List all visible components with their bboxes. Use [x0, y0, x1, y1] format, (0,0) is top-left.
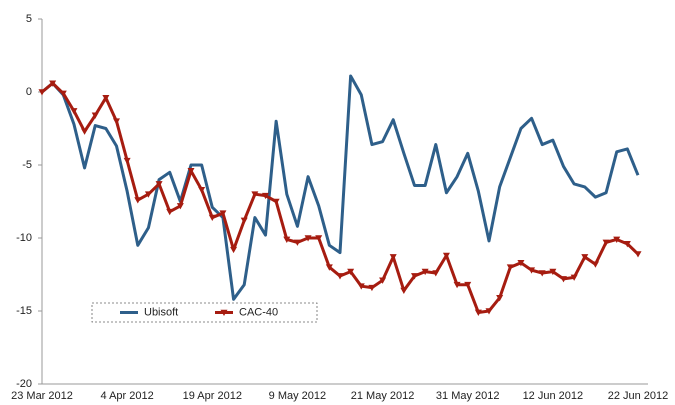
marker — [368, 284, 376, 292]
y-tick-label: -15 — [16, 305, 32, 317]
marker — [315, 235, 323, 242]
marker — [49, 80, 57, 87]
marker — [442, 252, 450, 260]
marker — [219, 210, 227, 217]
marker — [155, 181, 163, 188]
marker — [38, 89, 46, 96]
y-tick-label: 5 — [26, 13, 32, 25]
marker — [517, 260, 525, 267]
marker — [123, 157, 131, 165]
marker — [91, 112, 99, 119]
marker — [560, 276, 567, 283]
marker — [134, 197, 142, 204]
marker — [528, 267, 536, 274]
marker — [293, 239, 301, 246]
marker — [325, 264, 333, 271]
marker — [549, 268, 557, 276]
marker — [187, 168, 195, 175]
x-tick-label: 21 May 2012 — [351, 390, 415, 402]
marker — [464, 281, 472, 289]
marker — [570, 274, 578, 281]
marker — [421, 268, 429, 276]
y-tick-label: 0 — [26, 86, 32, 98]
marker — [102, 95, 110, 102]
marker — [336, 273, 344, 280]
marker — [208, 214, 216, 222]
y-tick-label: -10 — [16, 232, 32, 244]
marker — [59, 90, 67, 97]
marker — [623, 241, 631, 248]
marker — [581, 254, 589, 261]
x-tick-label: 12 Jun 2012 — [523, 390, 584, 402]
marker — [389, 254, 397, 261]
y-tick-label: -20 — [16, 378, 32, 390]
x-tick-label: 4 Apr 2012 — [101, 390, 154, 402]
marker — [411, 273, 418, 280]
marker — [432, 270, 440, 277]
marker — [230, 246, 238, 254]
marker — [496, 295, 504, 302]
marker — [262, 192, 269, 200]
marker — [485, 308, 493, 315]
marker — [506, 264, 514, 271]
marker — [304, 235, 312, 242]
marker — [634, 251, 642, 258]
marker — [357, 283, 365, 290]
marker — [272, 198, 280, 205]
marker — [70, 108, 78, 115]
marker — [198, 187, 206, 194]
series-line — [41, 74, 640, 301]
legend: Ubisoft CAC-40 — [91, 302, 318, 323]
marker — [591, 261, 599, 268]
x-tick-label: 19 Apr 2012 — [183, 390, 242, 402]
x-tick-label: 22 Jun 2012 — [608, 390, 669, 402]
legend-label: Ubisoft — [144, 306, 178, 318]
marker — [240, 217, 248, 224]
y-tick-label: -5 — [22, 159, 32, 171]
marker — [176, 203, 184, 210]
marker — [538, 270, 546, 277]
legend-box — [91, 302, 318, 323]
x-tick-label: 9 May 2012 — [269, 390, 326, 402]
marker — [602, 239, 610, 246]
legend-marker — [220, 309, 228, 316]
x-tick-label: 23 Mar 2012 — [11, 390, 73, 402]
marker — [283, 236, 291, 243]
marker — [400, 287, 408, 295]
marker — [251, 191, 259, 198]
marker — [613, 236, 621, 243]
legend-label: CAC-40 — [239, 306, 278, 318]
marker — [81, 128, 89, 135]
marker — [347, 268, 355, 276]
marker — [453, 281, 461, 289]
marker — [166, 208, 174, 216]
marker — [144, 191, 152, 198]
x-tick-label: 31 May 2012 — [436, 390, 500, 402]
marker — [113, 118, 120, 125]
marker — [379, 277, 387, 284]
marker — [474, 309, 482, 316]
